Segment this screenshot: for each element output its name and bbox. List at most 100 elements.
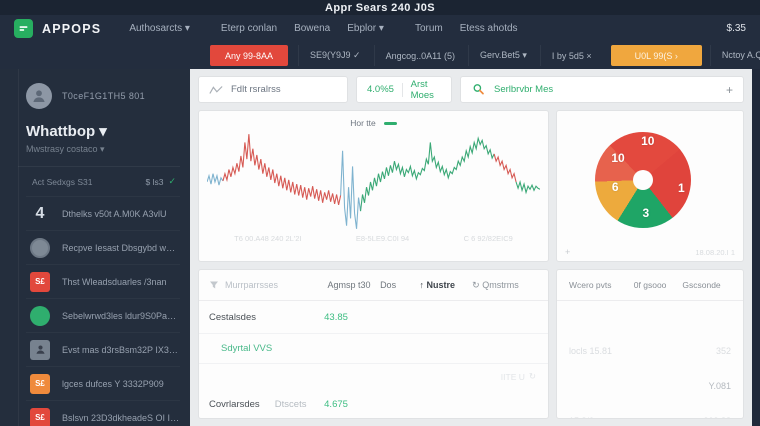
check-icon: ✓: [168, 176, 176, 186]
filter-chip-primary[interactable]: Any 99-8AA: [210, 45, 289, 66]
column-header-4[interactable]: ↻ Qmstrms: [472, 279, 519, 290]
panel-header-2[interactable]: 0f gsooo: [633, 280, 667, 290]
filter-chip-highlight[interactable]: U0L 99(S ›: [610, 45, 702, 66]
refresh-icon: ↻: [528, 371, 536, 381]
filter-chip-2[interactable]: Angcog..0A11 (5): [373, 45, 466, 66]
sidebar-item-0[interactable]: 4 Dthelks v50t A.M0K A3vlU: [26, 196, 180, 230]
avatar: [26, 83, 52, 109]
row-note: IITE U ↻: [500, 371, 536, 382]
sidebar-item-2[interactable]: S£ Thst Wleadsduarles /3nan: [26, 264, 180, 298]
x-axis-tick-label: C 6 92/82EIC9: [463, 234, 513, 243]
green-circle-icon: [30, 305, 50, 326]
x-axis-tick-label: T6 00.A48 240 2L'2I: [234, 234, 302, 243]
tables-row: Murrparrsses Agmsp t30 Dos ↑ Nustre ↻ Qm…: [198, 269, 744, 419]
app-logo[interactable]: APPOPS: [14, 19, 101, 38]
panel-row: Y.081: [708, 380, 731, 391]
panel-header-1[interactable]: Wcero pvts: [569, 280, 612, 290]
pie-chart[interactable]: 10 1 3 6 10: [595, 132, 691, 228]
column-header-2[interactable]: Dos: [380, 280, 397, 290]
search-icon: [473, 84, 484, 95]
pie-slice-label: 6: [611, 179, 619, 194]
sidebar-item-6[interactable]: S£ Bslsvn 23D3dkheadeS OI I3G58: [26, 400, 180, 426]
content-area: T0ceF1G1TH5 801 Whattbop ▾ Mwstrasy cost…: [0, 69, 760, 426]
workspace-title[interactable]: Whattbop ▾: [26, 123, 107, 140]
sparkline-icon: [209, 85, 223, 94]
field-selector[interactable]: Fdlt rsralrss: [198, 76, 348, 103]
nav-item-3[interactable]: Ebplor ▾: [347, 23, 384, 34]
nav-balance: $.35: [726, 23, 746, 34]
line-series-volatility-blue: [340, 150, 362, 229]
status-circle-icon: [30, 237, 50, 258]
line-series-rise-green: [359, 136, 495, 212]
pie-add-button[interactable]: +: [565, 247, 571, 257]
filter-chip-1[interactable]: SE9(Y9J9 ✓: [298, 45, 372, 66]
chart-legend[interactable]: Hor tte: [207, 116, 540, 130]
filter-chip-3[interactable]: Gerv.Bet5 ▾: [468, 45, 538, 66]
nav-item-4[interactable]: Torum: [414, 23, 443, 34]
funnel-icon: [210, 281, 218, 289]
app-logo-text: APPOPS: [42, 21, 102, 36]
sidebar: T0ceF1G1TH5 801 Whattbop ▾ Mwstrasy cost…: [0, 69, 190, 426]
nav-item-0[interactable]: Authosarcts ▾: [129, 23, 190, 34]
table-header: Murrparrsses Agmsp t30 Dos ↑ Nustre ↻ Qm…: [199, 270, 548, 301]
settings-row[interactable]: Act Sedxgs S31 $ ls3 ✓: [26, 167, 180, 196]
metric-box[interactable]: 4.0%5 Arst Moes: [356, 76, 452, 103]
panel-row: locls 15.81 352: [569, 345, 731, 356]
count-badge: 4: [35, 204, 45, 222]
account-row[interactable]: T0ceF1G1TH5 801: [26, 83, 180, 109]
nav-item-1[interactable]: Eterp conlan: [220, 23, 278, 34]
table-row[interactable]: IITE U ↻ Covrlarsdes Dtscets 4.675: [199, 364, 548, 418]
table-row[interactable]: Cestalsdes 43.85: [199, 301, 548, 334]
add-button[interactable]: +: [725, 82, 733, 97]
person-icon: [30, 339, 50, 360]
x-axis-labels: T6 00.A48 240 2L'2I E8-5LE9.C0I 94 C 6 92/…: [207, 234, 540, 246]
pie-date-label: 18.08.20.I 1: [695, 247, 735, 257]
table-filter[interactable]: Murrparrsses: [209, 280, 327, 290]
workspace-subtitle[interactable]: Mwstrasy costaco ▾: [26, 144, 105, 154]
column-header-3-sorted[interactable]: ↑ Nustre: [419, 280, 456, 290]
sidebar-item-4[interactable]: Evst mas d3rsBsm32P IX36LY: [26, 332, 180, 366]
panel-header-3[interactable]: Gscsonde: [682, 280, 721, 290]
metric-action[interactable]: Arst Moes: [410, 78, 434, 101]
main-panel: Fdlt rsralrss 4.0%5 Arst Moes Serlbrvbr …: [190, 69, 752, 426]
app-badge-icon: S£: [30, 271, 50, 292]
charts-row: Hor tte T6 00.A48 240 2L'2I E8-5LE9.C0I 9…: [198, 110, 744, 262]
settings-value: $ ls3 ✓: [145, 176, 176, 187]
filter-chip-6[interactable]: Nctoy A.Qrt I f ▾: [709, 45, 760, 66]
pie-chart-card: 10 1 3 6 10 + 18.08.20.I 1: [556, 110, 744, 262]
sidebar-item-3[interactable]: Sebelwrwd3les ldur9S0Pa5 4d3e: [26, 298, 180, 332]
pie-slice-label: 3: [642, 205, 650, 220]
panel-row: 15.8/0 303.88: [569, 403, 731, 419]
sidebar-rail: [18, 69, 19, 426]
filter-chip-4[interactable]: I by 5d5 ×: [539, 45, 603, 66]
divider: [401, 82, 403, 97]
panel-header: Wcero pvts 0f gsooo Gscsonde: [557, 270, 743, 301]
summary-panel-card: Wcero pvts 0f gsooo Gscsonde locls 15.81…: [556, 269, 744, 419]
search-action[interactable]: Serlbrvbr Mes: [494, 84, 554, 95]
app-badge-icon: S£: [30, 407, 50, 426]
line-chart-card: Hor tte T6 00.A48 240 2L'2I E8-5LE9.C0I 9…: [198, 110, 549, 262]
line-series-end-red: [493, 153, 517, 183]
sidebar-item-1[interactable]: Recpve Iesast Dbsgybd wn Psata3wsn: [26, 230, 180, 264]
filter-bar: Any 99-8AA SE9(Y9J9 ✓ Angcog..0A11 (5) G…: [0, 42, 760, 69]
sidebar-divider: [18, 166, 180, 167]
data-table-card: Murrparrsses Agmsp t30 Dos ↑ Nustre ↻ Qm…: [198, 269, 549, 419]
nav-links: Authosarcts ▾ Eterp conlan Bowena Ebplor…: [129, 23, 517, 34]
sort-arrow-icon: ↑: [419, 280, 425, 290]
nav-item-2[interactable]: Bowena: [294, 23, 331, 34]
pie-footer: + 18.08.20.I 1: [565, 247, 735, 257]
right-edge-strip: [752, 69, 760, 426]
legend-marker: [383, 121, 397, 125]
column-header-1[interactable]: Agmsp t30: [327, 280, 371, 290]
sidebar-item-5[interactable]: S£ lgces dufces Y 3332P909: [26, 366, 180, 400]
nav-item-5[interactable]: Etess ahotds: [459, 23, 518, 34]
search-box[interactable]: Serlbrvbr Mes +: [460, 76, 744, 103]
pie-slice-label: 10: [611, 150, 625, 165]
account-name: T0ceF1G1TH5 801: [62, 91, 146, 101]
window-title-bar: Appr Sears 240 J0S: [0, 0, 760, 15]
page-title: Appr Sears 240 J0S: [325, 1, 435, 14]
table-row[interactable]: Sdyrtal VVS: [199, 334, 548, 364]
metric-value: 4.0%5: [367, 84, 394, 95]
line-chart-svg[interactable]: [207, 130, 540, 234]
